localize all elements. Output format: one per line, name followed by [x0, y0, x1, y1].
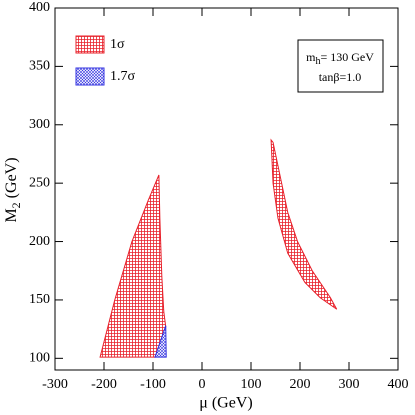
y-tick-label: 350: [29, 59, 50, 74]
annotation: mh= 130 GeV: [306, 50, 374, 68]
x-tick-label: -300: [42, 377, 68, 392]
x-tick-label: -100: [140, 377, 166, 392]
x-tick-label: 100: [241, 377, 262, 392]
x-axis-label: μ (GeV): [199, 395, 252, 412]
annotation-sub: h: [315, 56, 320, 67]
y-label-sub: 2: [9, 202, 23, 208]
annotation-box: [297, 39, 384, 93]
y-tick-label: 250: [29, 175, 50, 190]
legend-swatch: [75, 67, 105, 86]
y-label-main: M: [3, 208, 20, 222]
legend-label: 1.7σ: [110, 69, 136, 84]
y-tick-label: 150: [29, 292, 50, 307]
x-tick-label: 400: [388, 377, 409, 392]
annotation-rest: = 130 GeV: [320, 50, 374, 64]
y-tick-label: 300: [29, 117, 50, 132]
x-tick-label: -200: [91, 377, 117, 392]
y-tick-label: 100: [29, 351, 50, 366]
annotation-m: m: [306, 50, 316, 64]
y-tick-label: 200: [29, 234, 50, 249]
plot-frame: [54, 7, 399, 371]
legend-label: 1σ: [110, 37, 125, 52]
x-tick-label: 200: [290, 377, 311, 392]
annotation-tanb: tanβ=1.0: [319, 70, 362, 84]
region: [270, 138, 338, 310]
y-axis-label: M2 (GeV): [3, 157, 23, 222]
region: [99, 174, 167, 358]
x-tick-label: 300: [339, 377, 360, 392]
y-tick-label: 400: [29, 0, 50, 15]
y-label-unit: (GeV): [3, 157, 20, 202]
x-tick-label: 0: [199, 377, 206, 392]
legend-swatch: [75, 35, 105, 54]
region: [154, 325, 167, 358]
